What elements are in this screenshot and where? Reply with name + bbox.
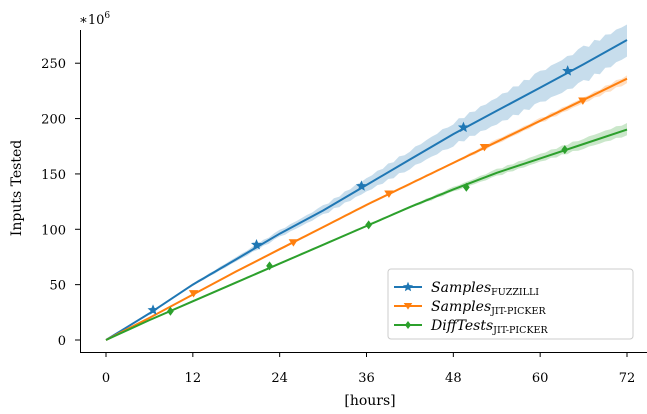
band-samples-fuzzilli: [106, 24, 627, 340]
legend-marker-samples-fuzzilli: [402, 281, 414, 292]
legend-label-difftests-jit-picker: DiffTestsJIT-PICKER: [430, 318, 548, 336]
marker-samples-fuzzilli: [251, 239, 263, 250]
marker-samples-jit-picker: [578, 97, 588, 105]
marker-samples-jit-picker: [384, 190, 394, 198]
marker-difftests-jit-picker: [266, 261, 273, 271]
y-multiplier-base: ∗10: [79, 13, 104, 28]
y-multiplier-label: ∗106: [79, 11, 110, 28]
marker-samples-fuzzilli: [355, 180, 367, 191]
legend-series-subscript: JIT-PICKER: [492, 325, 548, 336]
y-tick-label: 200: [41, 113, 66, 128]
marker-samples-fuzzilli: [457, 121, 469, 133]
x-tick-label: 60: [532, 371, 549, 386]
legend-marker-difftests-jit-picker: [404, 320, 412, 330]
marker-difftests-jit-picker: [462, 182, 470, 192]
marker-samples-jit-picker: [188, 290, 199, 298]
marker-samples-jit-picker: [288, 239, 299, 247]
x-axis-ticks: 0 12 24 36 48 60 72: [102, 352, 635, 386]
marker-difftests-jit-picker: [561, 145, 569, 155]
marker-difftests-jit-picker: [365, 220, 373, 230]
band-difftests-jit-picker: [106, 123, 627, 340]
legend-marker-samples-jit-picker: [403, 303, 413, 310]
marker-samples-fuzzilli: [562, 65, 574, 76]
x-tick-label: 48: [445, 371, 462, 386]
legend-series-name: Samples: [431, 280, 491, 296]
legend-series-name: Samples: [431, 299, 491, 315]
legend-box: [387, 268, 634, 340]
y-tick-label: 150: [41, 168, 66, 183]
y-tick-label: 0: [58, 334, 66, 349]
legend-label-samples-fuzzilli: SamplesFUZZILLI: [431, 280, 539, 298]
y-tick-label: 250: [41, 57, 66, 72]
x-tick-label: 72: [619, 371, 636, 386]
y-tick-label: 50: [49, 279, 66, 294]
legend-series-name: DiffTests: [430, 318, 493, 334]
series-markers: [147, 65, 588, 316]
marker-samples-jit-picker: [479, 144, 490, 152]
y-tick-label: 100: [41, 223, 66, 238]
x-tick-label: 24: [271, 371, 288, 386]
line-samples-fuzzilli: [105, 39, 628, 341]
legend-entries: SamplesFUZZILLISamplesJIT-PICKERDiffTest…: [394, 280, 548, 336]
marker-samples-fuzzilli: [147, 304, 159, 315]
y-axis-label: Inputs Tested: [9, 140, 25, 236]
legend: SamplesFUZZILLISamplesJIT-PICKERDiffTest…: [387, 268, 634, 340]
y-multiplier-exponent: 6: [104, 11, 110, 21]
y-axis-ticks: 0 50 100 150 200 250: [41, 57, 80, 349]
x-tick-label: 0: [102, 371, 110, 386]
marker-difftests-jit-picker: [167, 306, 174, 316]
x-tick-label: 12: [185, 371, 202, 386]
legend-series-subscript: JIT-PICKER: [490, 306, 546, 317]
x-tick-label: 36: [358, 371, 375, 386]
x-axis-label: [hours]: [344, 393, 395, 409]
legend-series-subscript: FUZZILLI: [491, 287, 539, 298]
legend-label-samples-jit-picker: SamplesJIT-PICKER: [431, 299, 546, 317]
